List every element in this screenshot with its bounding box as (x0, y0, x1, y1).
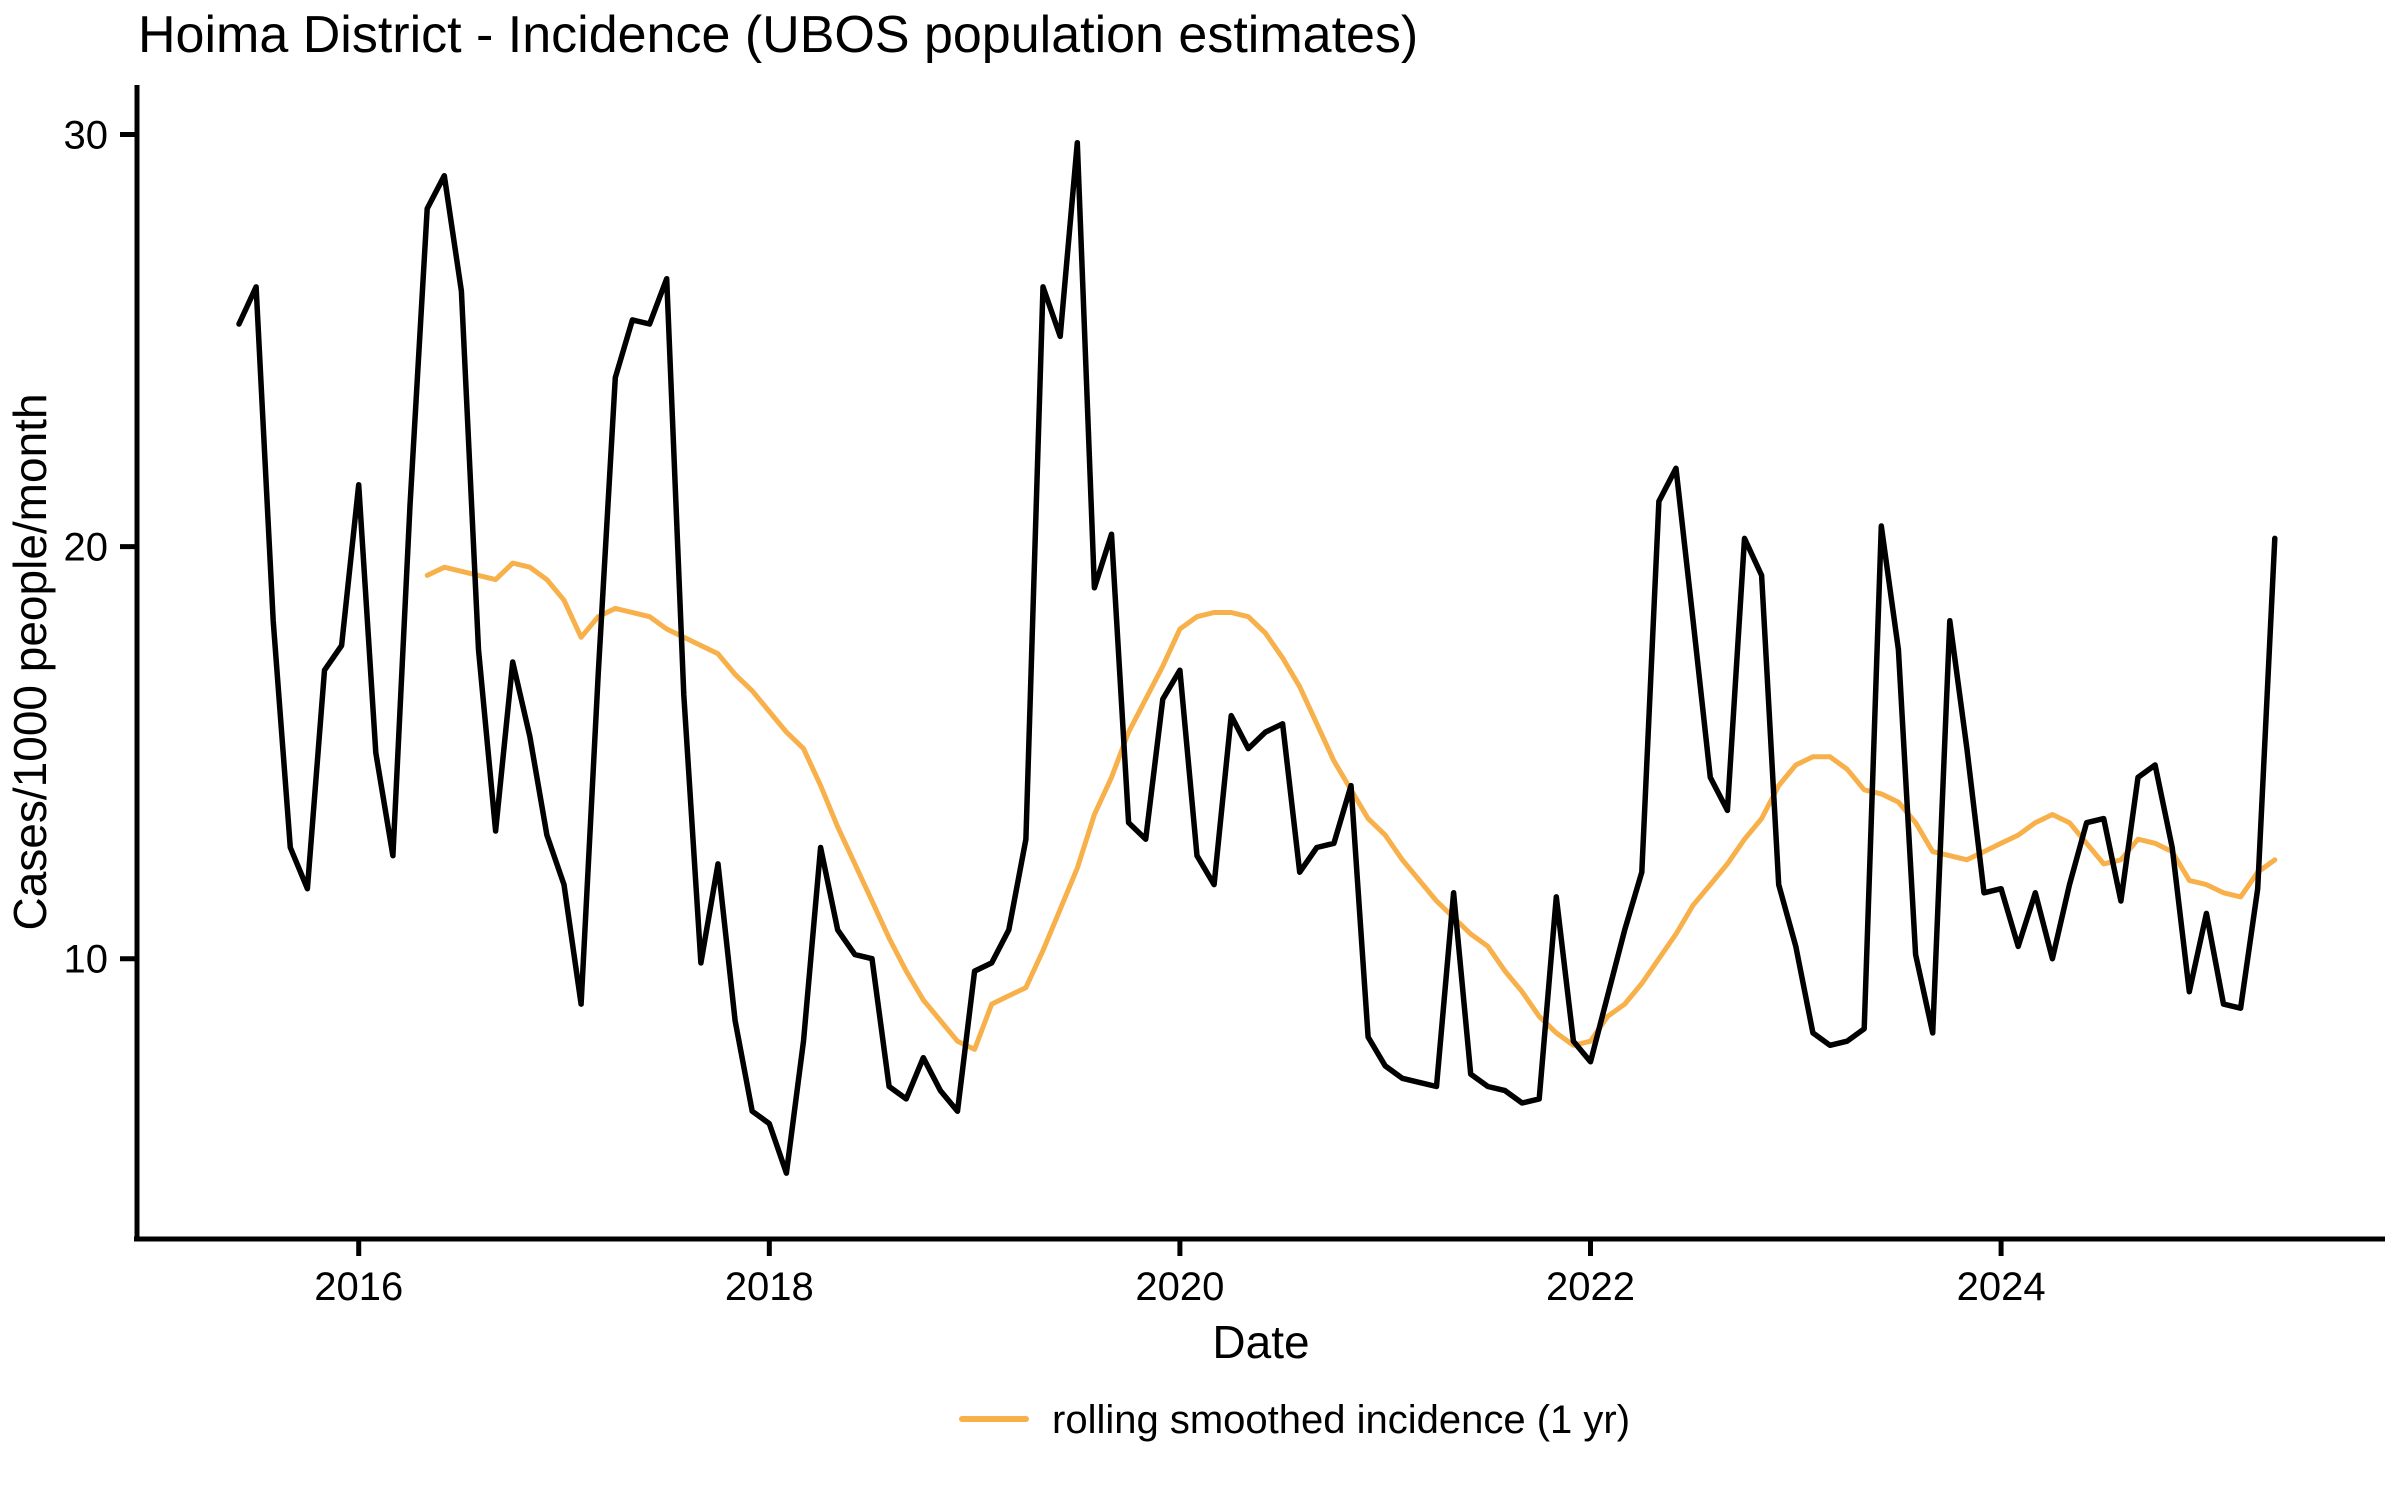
y-axis-title: Cases/1000 people/month (4, 393, 56, 930)
y-axis: 10 20 30 Cases/1000 people/month (4, 85, 140, 1241)
y-tick-label: 20 (64, 526, 109, 570)
chart-title: Hoima District - Incidence (UBOS populat… (138, 6, 1418, 64)
x-axis-title: Date (1212, 1316, 1309, 1368)
x-tick-label: 2016 (314, 1265, 403, 1309)
y-axis-ticks: 10 20 30 (64, 113, 137, 982)
x-tick-label: 2020 (1135, 1265, 1224, 1309)
x-tick-label: 2024 (1957, 1265, 2046, 1309)
monthly-incidence-line (236, 139, 2278, 1176)
x-axis: 2016 2018 2020 2022 2024 Date (134, 1236, 2385, 1368)
legend: rolling smoothed incidence (1 yr) (959, 1398, 1630, 1442)
y-tick-label: 30 (64, 113, 109, 157)
legend-label: rolling smoothed incidence (1 yr) (1052, 1398, 1630, 1442)
x-tick-label: 2018 (725, 1265, 814, 1309)
y-tick-label: 10 (64, 938, 109, 982)
x-tick-label: 2022 (1546, 1265, 1635, 1309)
plot-area (236, 139, 2278, 1176)
x-axis-ticks: 2016 2018 2020 2022 2024 (314, 1239, 2046, 1309)
